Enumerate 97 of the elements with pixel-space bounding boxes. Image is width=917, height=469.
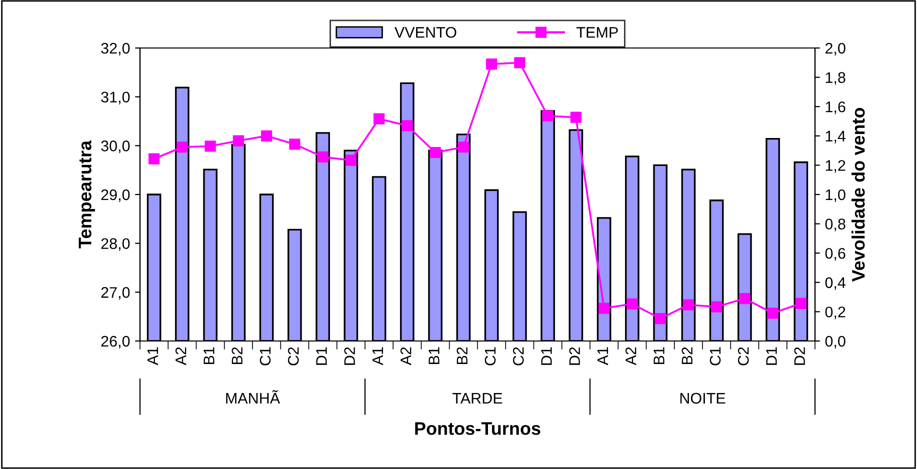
bar xyxy=(766,138,780,341)
y2-tick-label: 1,0 xyxy=(826,189,846,202)
bar xyxy=(738,233,752,341)
x-tick-label: C1 xyxy=(710,347,721,366)
x-tick-label: B2 xyxy=(232,347,242,364)
x-tick-label: A2 xyxy=(175,347,186,366)
y-tick-label: 29,0 xyxy=(101,189,130,202)
x-tick-label: D2 xyxy=(344,347,355,365)
point xyxy=(654,312,666,324)
bar xyxy=(400,82,414,341)
x-tick-label: C2 xyxy=(738,347,749,366)
x-tick-label: D2 xyxy=(569,347,580,365)
x-tick-label: A1 xyxy=(598,347,608,366)
y2-tick-label: 1,8 xyxy=(826,72,846,85)
bar xyxy=(146,194,162,341)
bar xyxy=(512,211,527,341)
bar xyxy=(372,176,386,341)
bar xyxy=(709,200,724,341)
y2-tick-label: 0,8 xyxy=(825,218,846,232)
point xyxy=(317,151,328,162)
x-axis-title: Pontos-Turnos xyxy=(415,422,540,435)
x-tick-label: A2 xyxy=(625,347,636,366)
bar xyxy=(794,161,808,341)
x-tick-label: D1 xyxy=(541,347,552,365)
y-tick-label: 26,0 xyxy=(101,336,130,348)
x-tick-label: B1 xyxy=(428,347,440,364)
point xyxy=(626,298,638,310)
y-tick-label: 32,0 xyxy=(101,42,130,56)
point xyxy=(682,299,694,310)
bar xyxy=(288,228,302,341)
x-tick-label: A1 xyxy=(372,347,384,366)
bar xyxy=(625,156,640,341)
text: TARDE xyxy=(452,393,502,404)
bar xyxy=(175,86,190,341)
y2-tick-label: 0,6 xyxy=(825,248,846,261)
bar xyxy=(540,110,555,341)
point xyxy=(430,146,441,158)
y2-axis-title: Vevolidade do vento xyxy=(852,108,865,282)
x-tick-label: B1 xyxy=(204,347,214,364)
point xyxy=(345,154,356,166)
point xyxy=(711,301,722,312)
text: NOITE xyxy=(680,392,726,404)
point xyxy=(570,112,582,123)
bar xyxy=(484,189,499,341)
point xyxy=(232,135,244,146)
x-tick-label: C1 xyxy=(484,347,496,366)
legend-label: VVENTO xyxy=(394,26,456,38)
y2-tick-label: 0,4 xyxy=(825,277,846,290)
point xyxy=(458,142,469,153)
y2-tick-label: 1,2 xyxy=(826,160,846,173)
point xyxy=(542,110,554,122)
y-tick-label: 31,0 xyxy=(101,92,130,104)
text: MANHÃ xyxy=(226,390,280,404)
bar xyxy=(231,144,246,341)
point xyxy=(514,57,526,68)
x-tick-label: D1 xyxy=(766,347,777,365)
point xyxy=(402,120,413,132)
bar xyxy=(456,134,471,341)
point xyxy=(148,153,160,164)
x-tick-label: D1 xyxy=(316,347,327,365)
x-tick-label: B2 xyxy=(682,347,692,364)
x-tick-label: D2 xyxy=(794,347,805,365)
x-tick-label: C1 xyxy=(260,347,271,366)
point xyxy=(795,298,806,309)
bar xyxy=(428,150,442,341)
bar xyxy=(653,164,668,341)
point xyxy=(767,308,778,319)
point xyxy=(176,142,188,153)
point xyxy=(739,292,750,304)
y2-tick-label: 0,2 xyxy=(825,306,846,320)
y2-tick-label: 1,4 xyxy=(826,130,846,144)
point xyxy=(598,302,610,314)
y2-tick-label: 0,0 xyxy=(825,336,846,348)
legend-label: TEMP xyxy=(576,27,618,38)
bar xyxy=(344,150,358,341)
bar xyxy=(681,168,696,341)
x-tick-label: C2 xyxy=(288,347,299,366)
y2-tick-label: 1,6 xyxy=(826,101,846,114)
x-tick-label: C2 xyxy=(512,347,524,366)
point xyxy=(204,140,216,152)
bar xyxy=(203,168,218,341)
point xyxy=(486,58,498,70)
x-tick-label: B2 xyxy=(456,347,468,364)
y2-tick-label: 2,0 xyxy=(825,42,846,56)
point xyxy=(289,138,300,150)
x-tick-label: B1 xyxy=(654,347,664,364)
bar xyxy=(568,129,584,341)
y-axis-title: Tempearutra xyxy=(78,140,95,248)
x-tick-label: A1 xyxy=(148,347,158,366)
point xyxy=(374,113,385,124)
bar xyxy=(259,194,274,341)
x-tick-label: A2 xyxy=(400,347,412,366)
y-tick-label: 30,0 xyxy=(101,140,130,154)
point xyxy=(261,130,272,142)
y-tick-label: 27,0 xyxy=(101,287,130,300)
y-tick-label: 28,0 xyxy=(101,238,130,251)
bar xyxy=(316,132,330,341)
